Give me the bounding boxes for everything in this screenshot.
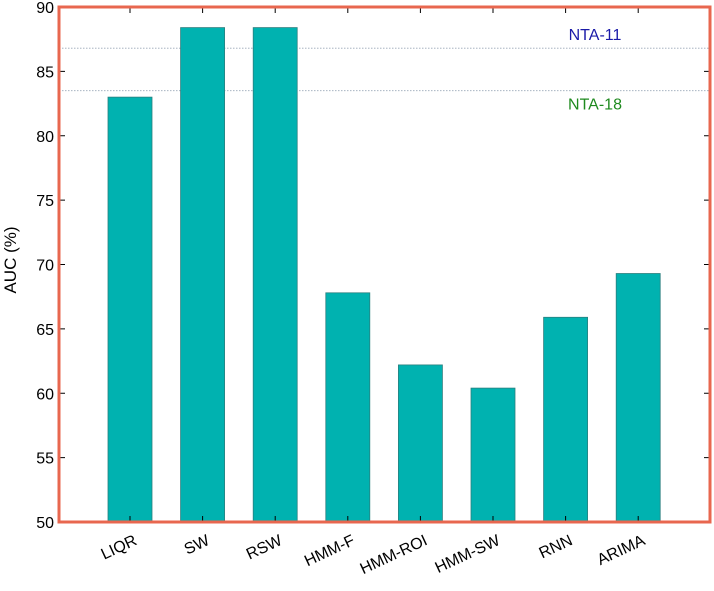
x-tick-label: SW bbox=[182, 532, 213, 559]
y-tick-label: 50 bbox=[36, 515, 54, 532]
reference-line-label: NTA-11 bbox=[569, 27, 622, 44]
bar-liqr bbox=[107, 96, 153, 523]
y-tick-label: 60 bbox=[36, 386, 54, 403]
reference-lines: NTA-11 NTA-18 bbox=[59, 27, 710, 114]
bar-hmm-roi bbox=[397, 364, 443, 523]
plot-frame bbox=[57, 5, 712, 524]
y-tick-label: 65 bbox=[36, 322, 54, 339]
y-tick-label: 80 bbox=[36, 129, 54, 146]
bar-rnn bbox=[543, 316, 588, 523]
y-tick-label: 70 bbox=[36, 258, 54, 275]
y-tick-label: 85 bbox=[36, 64, 54, 81]
bar-rsw bbox=[252, 27, 298, 523]
y-tick-label: 55 bbox=[36, 451, 54, 468]
bars bbox=[107, 27, 661, 523]
bar-hmm-f bbox=[325, 292, 371, 523]
x-tick-label: LIQR bbox=[99, 532, 140, 563]
bar-hmm-sw bbox=[470, 387, 516, 523]
bar-arima bbox=[615, 273, 661, 523]
x-tick-label: HMM-SW bbox=[433, 532, 504, 577]
y-axis-ticks: 50 55 60 65 70 75 80 85 90 bbox=[36, 0, 710, 532]
x-tick-label: ARIMA bbox=[595, 532, 648, 569]
y-tick-label: 90 bbox=[36, 0, 54, 17]
y-tick-label: 75 bbox=[36, 193, 54, 210]
x-tick-label: RSW bbox=[244, 532, 286, 564]
reference-line-label: NTA-18 bbox=[568, 97, 622, 114]
x-tick-label: RNN bbox=[537, 532, 576, 562]
x-tick-label: HMM-F bbox=[302, 532, 358, 570]
y-axis-title: AUC (%) bbox=[1, 226, 20, 293]
x-tick-label: HMM-ROI bbox=[358, 532, 430, 578]
bar-sw bbox=[180, 27, 226, 523]
